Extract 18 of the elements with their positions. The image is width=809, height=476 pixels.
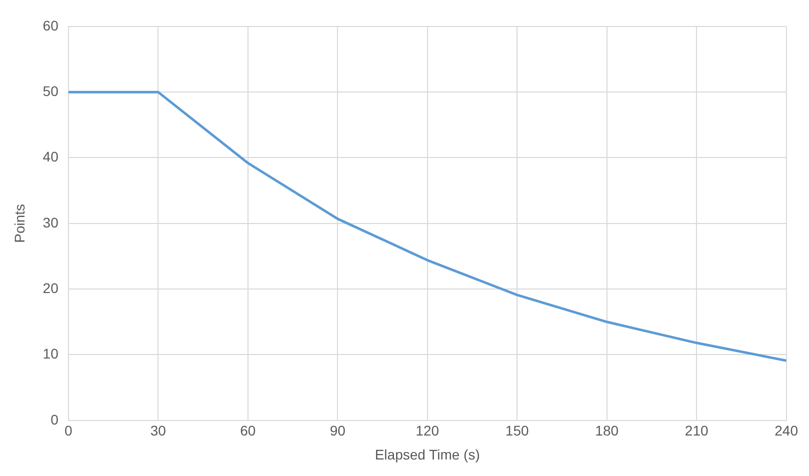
x-tick-label: 120 (416, 422, 440, 439)
y-tick-label: 20 (42, 280, 59, 296)
y-tick-label: 60 (42, 17, 59, 34)
y-tick-label: 40 (42, 148, 59, 165)
x-tick-label: 240 (774, 422, 798, 439)
x-axis-title: Elapsed Time (s) (374, 446, 480, 462)
y-tick-label: 10 (42, 346, 59, 362)
y-tick-label: 0 (50, 411, 59, 428)
x-tick-label: 210 (684, 422, 708, 439)
x-tick-label: 30 (150, 422, 166, 439)
y-axis-title: Points (11, 204, 28, 243)
x-tick-label: 180 (595, 422, 619, 439)
y-tick-label: 30 (42, 214, 59, 230)
x-tick-label: 150 (505, 422, 529, 439)
x-tick-label: 60 (240, 422, 256, 439)
x-tick-label: 0 (64, 422, 72, 439)
x-tick-label: 90 (330, 422, 346, 439)
y-tick-label: 50 (42, 82, 59, 99)
